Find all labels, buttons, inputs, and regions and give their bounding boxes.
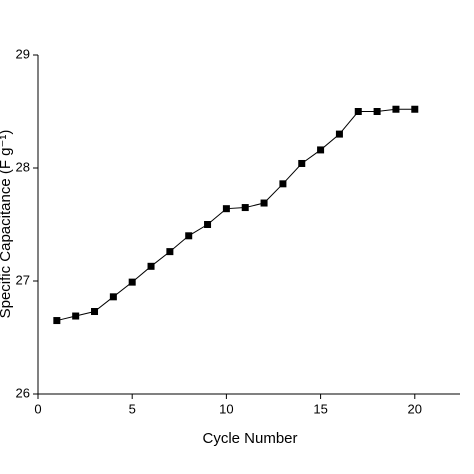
y-axis-label: Specific Capacitance (F g⁻¹) [0, 130, 14, 319]
x-tick-label: 20 [408, 401, 422, 416]
marker [392, 105, 400, 113]
marker [298, 159, 306, 167]
marker [335, 130, 343, 138]
x-axis-label: Cycle Number [202, 430, 297, 447]
marker [109, 293, 117, 301]
marker [279, 180, 287, 188]
y-tick-label: 26 [16, 385, 30, 400]
marker [185, 232, 193, 240]
x-tick-label: 0 [34, 401, 41, 416]
marker [204, 221, 212, 228]
marker [147, 262, 155, 270]
y-tick-label: 27 [16, 272, 30, 287]
x-tick-label: 10 [219, 401, 233, 416]
marker [128, 278, 136, 286]
marker [354, 108, 362, 115]
marker [91, 308, 99, 316]
marker [260, 199, 268, 207]
x-tick-label: 5 [129, 401, 136, 416]
marker [166, 248, 174, 256]
marker [53, 317, 61, 325]
series-line [56, 108, 415, 322]
y-tick-label: 28 [16, 159, 30, 174]
marker [373, 108, 381, 115]
marker [411, 105, 419, 113]
marker [72, 312, 80, 320]
marker [222, 205, 230, 213]
marker [241, 204, 249, 212]
x-tick-label: 15 [313, 401, 327, 416]
marker [317, 146, 325, 154]
y-tick-label: 29 [16, 46, 30, 61]
